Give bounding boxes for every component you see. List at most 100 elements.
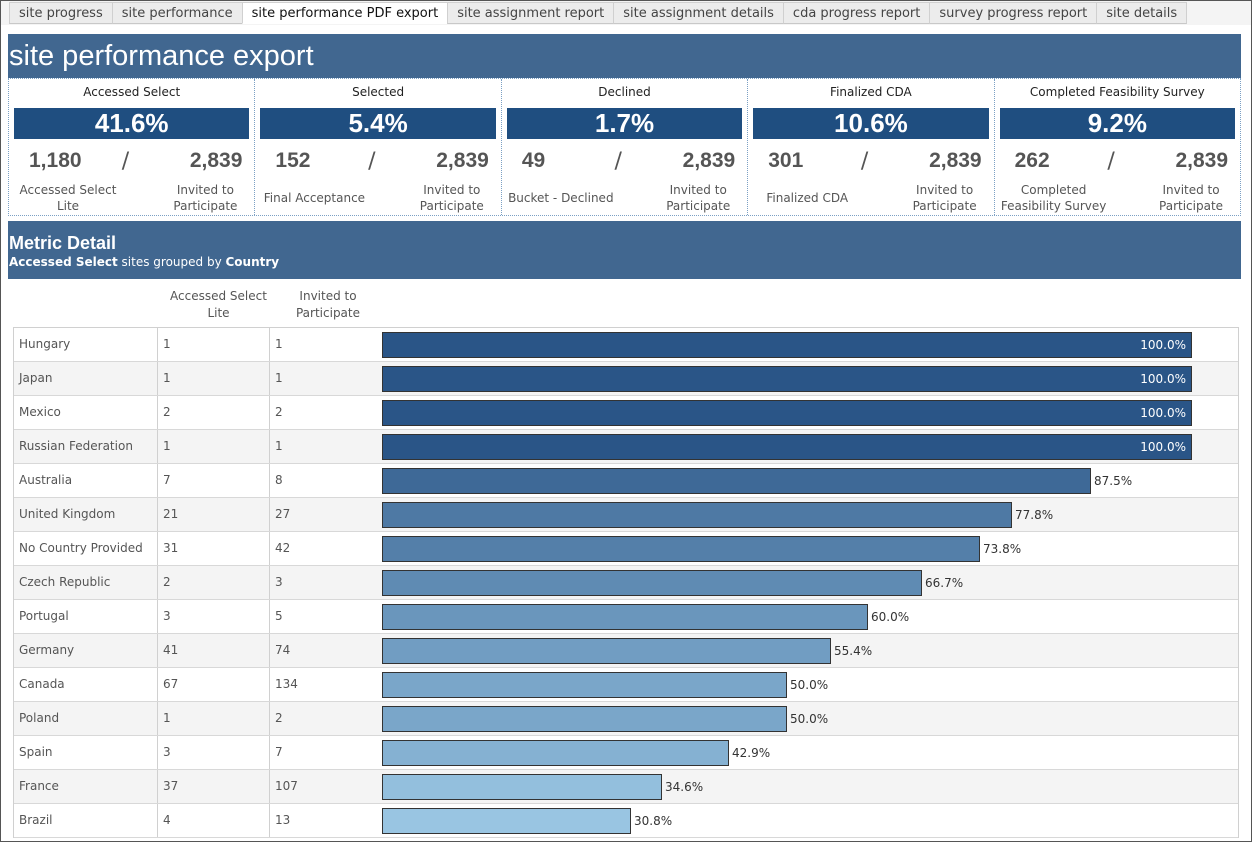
table-row[interactable]: Australia 7 8 87.5% (14, 464, 1238, 498)
accessed-cell: 2 (158, 396, 270, 429)
country-cell: Canada (14, 668, 158, 701)
bar-track: 77.8% (382, 502, 1192, 528)
percent-bar[interactable] (382, 808, 631, 834)
percent-bar[interactable] (382, 774, 662, 800)
accessed-cell: 1 (158, 328, 270, 361)
percent-bar[interactable] (382, 604, 868, 630)
kpi-slash: / (1107, 149, 1115, 174)
invited-cell: 1 (275, 371, 283, 385)
percent-bar[interactable] (382, 638, 831, 664)
percent-label: 50.0% (790, 678, 829, 692)
percent-label: 100.0% (1140, 372, 1186, 386)
country-cell: Hungary (14, 328, 158, 361)
kpi-denominator-label: Invited to Participate (666, 183, 731, 213)
country-cell: Mexico (14, 396, 158, 429)
percent-label: 34.6% (665, 780, 704, 794)
accessed-cell: 1 (158, 430, 270, 463)
accessed-cell: 1 (158, 702, 270, 735)
tab-site-details[interactable]: site details (1096, 2, 1188, 24)
bar-track: 100.0% (382, 400, 1192, 426)
accessed-cell: 67 (158, 668, 270, 701)
accessed-cell: 1 (158, 362, 270, 395)
kpi-denominator: 2,839 (929, 149, 982, 172)
accessed-cell: 3 (158, 600, 270, 633)
percent-bar[interactable] (382, 400, 1192, 426)
invited-cell: 134 (275, 677, 298, 691)
table-row[interactable]: Canada 67 134 50.0% (14, 668, 1238, 702)
percent-label: 66.7% (925, 576, 964, 590)
kpi-numerator-label: Completed Feasibility Survey (1000, 183, 1107, 213)
percent-bar[interactable] (382, 706, 787, 732)
percent-bar[interactable] (382, 570, 922, 596)
table-row[interactable]: Poland 1 2 50.0% (14, 702, 1238, 736)
table-row[interactable]: Spain 3 7 42.9% (14, 736, 1238, 770)
table-row[interactable]: France 37 107 34.6% (14, 770, 1238, 804)
column-header-accessed[interactable]: Accessed Select Lite (170, 289, 267, 320)
invited-cell: 8 (275, 473, 283, 487)
percent-label: 55.4% (834, 644, 873, 658)
kpi-denominator-label: Invited to Participate (419, 183, 484, 213)
tab-site-performance-PDF-export[interactable]: site performance PDF export (241, 2, 449, 24)
percent-label: 42.9% (732, 746, 771, 760)
kpi-slash: / (368, 149, 376, 174)
table-row[interactable]: United Kingdom 21 27 77.8% (14, 498, 1238, 532)
kpi-denominator: 2,839 (189, 149, 243, 172)
percent-bar[interactable] (382, 468, 1091, 494)
tab-strip: site progress site performance site perfor… (1, 1, 1251, 25)
bar-track: 100.0% (382, 434, 1192, 460)
kpi-denominator-label: Invited to Participate (1159, 183, 1224, 213)
percent-bar[interactable] (382, 672, 787, 698)
invited-cell: 3 (275, 575, 283, 589)
percent-label: 73.8% (983, 542, 1022, 556)
tab-site-assignment-details[interactable]: site assignment details (613, 2, 784, 24)
column-header-invited[interactable]: Invited to Participate (295, 289, 360, 320)
kpi-card: Completed Feasibility Survey 9.2% 262 / 2,83… (995, 79, 1240, 215)
table-row[interactable]: Mexico 2 2 100.0% (14, 396, 1238, 430)
country-cell: France (14, 770, 158, 803)
country-cell: Czech Republic (14, 566, 158, 599)
kpi-numerator-label: Final Acceptance (263, 191, 366, 205)
kpi-numerator: 1,180 (29, 149, 82, 172)
tab-site-performance[interactable]: site performance (111, 2, 243, 24)
country-cell: Poland (14, 702, 158, 735)
bar-track: 66.7% (382, 570, 1192, 596)
kpi-denominator-label: Invited to Participate (173, 183, 238, 213)
invited-cell: 42 (275, 541, 291, 555)
percent-bar[interactable] (382, 366, 1192, 392)
metric-detail-subtitle: Accessed Select sites grouped by Country (8, 253, 1241, 271)
percent-bar[interactable] (382, 332, 1192, 358)
country-cell: Germany (14, 634, 158, 667)
tab-site-assignment-report[interactable]: site assignment report (447, 2, 615, 24)
kpi-title: Selected (352, 85, 405, 99)
table-row[interactable]: No Country Provided 31 42 73.8% (14, 532, 1238, 566)
table-row[interactable]: Japan 1 1 100.0% (14, 362, 1238, 396)
percent-bar[interactable] (382, 502, 1012, 528)
percent-label: 77.8% (1015, 508, 1054, 522)
kpi-card: Accessed Select 41.6% 1,180 / 2,839 Accessed … (9, 79, 256, 215)
table-row[interactable]: Portugal 3 5 60.0% (14, 600, 1238, 634)
tab-survey-progress-report[interactable]: survey progress report (929, 2, 1098, 24)
tab-site-progress[interactable]: site progress (9, 2, 113, 24)
percent-bar[interactable] (382, 434, 1192, 460)
table-row[interactable]: Hungary 1 1 100.0% (14, 328, 1238, 362)
kpi-card: Finalized CDA 10.6% 301 / 2,839 Finalized CDA… (748, 79, 995, 215)
kpi-numerator: 262 (1014, 149, 1050, 172)
kpi-card: Selected 5.4% 152 / 2,839 Final Acceptance Inv… (255, 79, 502, 215)
bar-track: 30.8% (382, 808, 1192, 834)
invited-cell: 74 (275, 643, 291, 657)
table-row[interactable]: Brazil 4 13 30.8% (14, 804, 1238, 838)
kpi-numerator-label: Bucket - Declined (508, 191, 614, 205)
bar-track: 50.0% (382, 706, 1192, 732)
accessed-cell: 21 (158, 498, 270, 531)
table-row[interactable]: Czech Republic 2 3 66.7% (14, 566, 1238, 600)
subtitle-metric: Accessed Select (9, 255, 118, 269)
invited-cell: 107 (275, 779, 298, 793)
table-row[interactable]: Germany 41 74 55.4% (14, 634, 1238, 668)
bar-track: 100.0% (382, 366, 1192, 392)
invited-cell: 1 (275, 337, 283, 351)
accessed-cell: 7 (158, 464, 270, 497)
tab-cda-progress-report[interactable]: cda progress report (782, 2, 931, 24)
percent-bar[interactable] (382, 536, 980, 562)
table-row[interactable]: Russian Federation 1 1 100.0% (14, 430, 1238, 464)
percent-bar[interactable] (382, 740, 729, 766)
